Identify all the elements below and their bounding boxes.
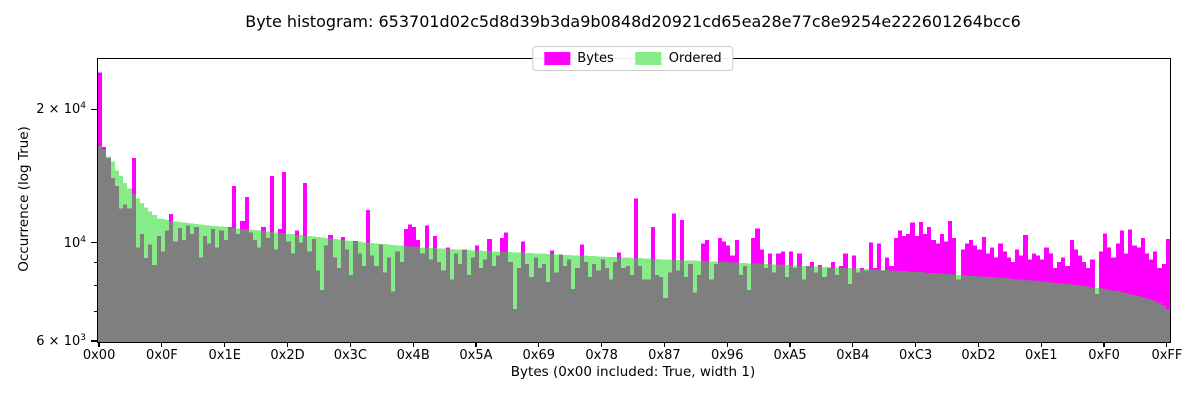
x-tick-label: 0xE1	[1025, 348, 1058, 363]
x-tick-mark	[161, 342, 163, 347]
x-tick-mark	[98, 342, 100, 347]
x-tick-label: 0x00	[82, 348, 116, 363]
x-tick-label: 0x4B	[396, 348, 430, 363]
x-tick-label: 0xA5	[773, 348, 807, 363]
x-tick-mark	[1040, 342, 1042, 347]
x-tick-label: 0x87	[648, 348, 681, 363]
y-major-tick-mark	[91, 340, 97, 342]
x-tick-mark	[1166, 342, 1168, 347]
x-tick-label: 0xFF	[1151, 348, 1183, 363]
x-tick-mark	[475, 342, 477, 347]
legend-label-bytes: Bytes	[577, 51, 614, 66]
x-tick-label: 0xD2	[961, 348, 996, 363]
bytes-color-swatch	[544, 52, 571, 65]
y-major-tick-mark	[91, 242, 97, 244]
x-tick-mark	[224, 342, 226, 347]
x-tick-mark	[600, 342, 603, 347]
x-tick-mark	[789, 342, 791, 347]
x-tick-label: 0x3C	[333, 348, 367, 363]
y-minor-tick-mark	[93, 310, 97, 312]
x-tick-label: 0x0F	[146, 348, 178, 363]
chart-title: Byte histogram: 653701d02c5d8d39b3da9b08…	[245, 12, 1021, 31]
x-tick-label: 0x69	[522, 348, 556, 363]
legend: Bytes Ordered	[532, 46, 734, 71]
histogram-bars	[98, 72, 1170, 342]
x-tick-label: 0x96	[710, 348, 744, 363]
x-tick-mark	[1103, 342, 1105, 347]
y-major-tick-mark	[91, 108, 97, 110]
x-tick-mark	[538, 342, 540, 347]
x-tick-mark	[286, 342, 289, 347]
x-tick-mark	[663, 342, 665, 347]
x-tick-mark	[726, 342, 728, 347]
y-minor-tick-mark	[93, 262, 97, 264]
y-tick-label: 104	[63, 234, 86, 251]
x-tick-label: 0x1E	[208, 348, 241, 363]
x-tick-mark	[852, 342, 854, 347]
x-tick-label: 0xB4	[836, 348, 870, 363]
x-tick-label: 0x5A	[459, 348, 493, 363]
y-tick-label: 2 × 104	[36, 100, 86, 118]
y-axis-label: Occurrence (log True)	[16, 126, 32, 272]
x-tick-label: 0xC3	[899, 348, 933, 363]
y-minor-tick-mark	[93, 284, 97, 287]
legend-item-bytes: Bytes	[544, 51, 614, 66]
x-tick-label: 0xF0	[1088, 348, 1120, 363]
x-tick-label: 0x78	[585, 348, 618, 363]
legend-label-ordered: Ordered	[668, 51, 722, 66]
x-axis-label: Bytes (0x00 included: True, width 1)	[510, 364, 756, 380]
y-tick-label: 6 × 103	[36, 332, 86, 350]
x-tick-mark	[915, 342, 917, 347]
legend-item-ordered: Ordered	[635, 51, 722, 66]
ordered-color-swatch	[635, 52, 662, 65]
plot-area	[97, 58, 1171, 343]
x-tick-mark	[977, 342, 980, 347]
x-tick-mark	[412, 342, 414, 347]
x-tick-label: 0x2D	[270, 348, 305, 363]
x-tick-mark	[349, 342, 351, 347]
